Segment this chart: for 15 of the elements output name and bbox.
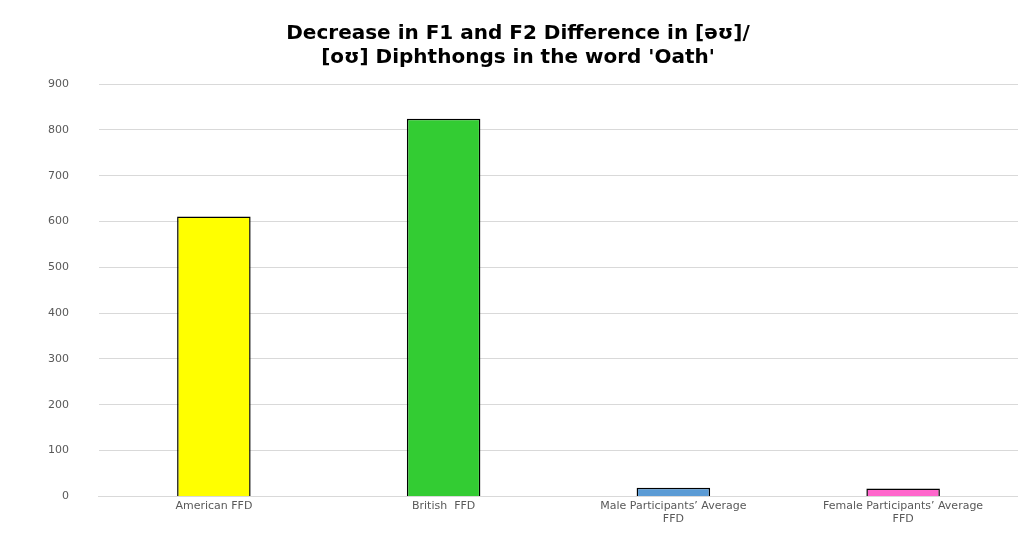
x-tick-label: American FFD [175,498,253,512]
x-tick-label: British FFD [411,498,476,512]
y-tick-label: 0 [62,489,69,503]
y-tick-label: 800 [48,122,69,136]
y-tick-label: 600 [48,214,69,228]
y-tick-label: 500 [48,260,69,274]
x-tick-label: Female Participants’ Average FFD [823,498,984,526]
chart-title: Decrease in F1 and F2 Difference in [əʊ]/ [oʊ] Diphthongs in the word 'Oath' [286,20,751,69]
x-tick-label: Male Participants’ Average FFD [600,498,747,526]
y-tick-label: 200 [48,397,69,411]
y-tick-label: 300 [48,351,69,365]
y-tick-label: 100 [48,443,69,457]
y-tick-label: 900 [48,76,69,90]
y-tick-label: 400 [48,305,69,319]
y-tick-label: 700 [48,168,69,182]
